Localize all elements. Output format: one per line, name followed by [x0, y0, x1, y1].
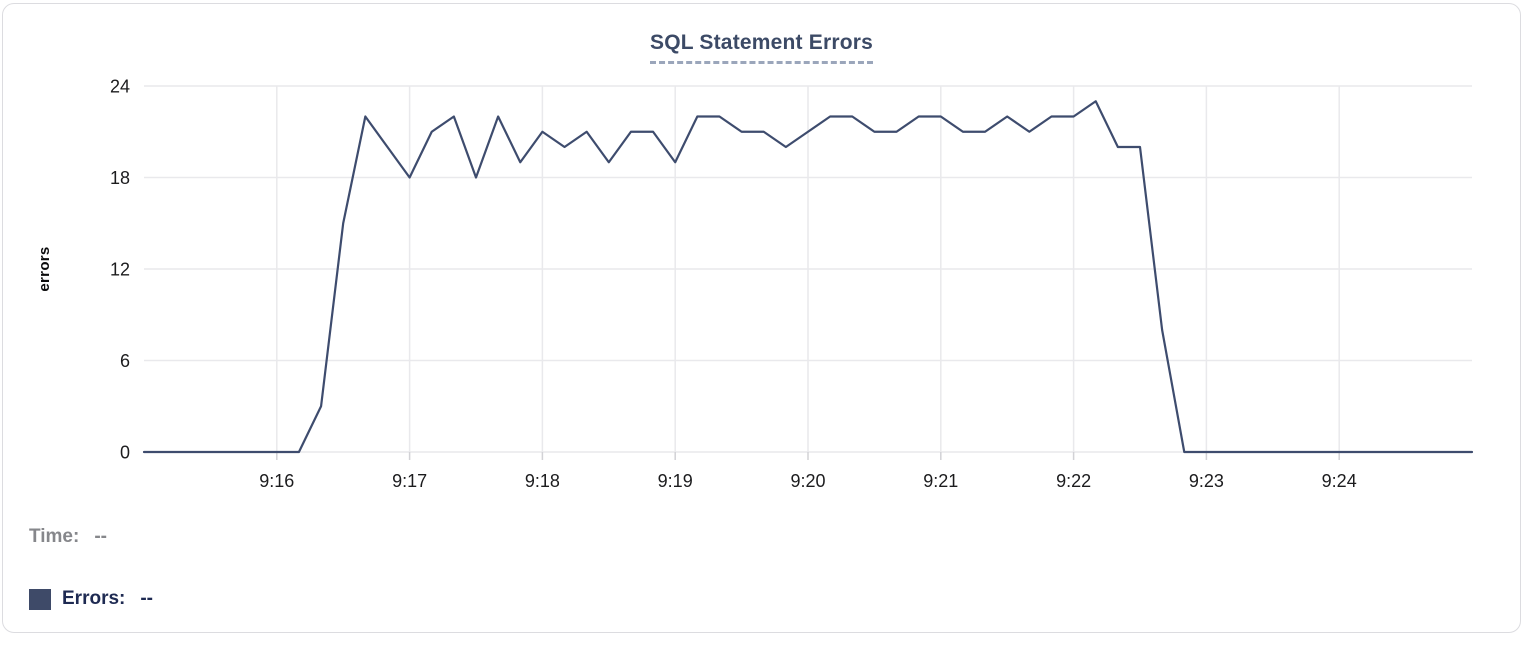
svg-text:18: 18	[110, 168, 130, 188]
chart-card: SQL Statement Errors 0 6 12 18 24 9:16 9:17 9:1…	[2, 3, 1521, 633]
chart-header: SQL Statement Errors	[3, 31, 1520, 64]
errors-series-swatch	[29, 588, 51, 610]
svg-text:errors: errors	[36, 246, 53, 291]
svg-text:6: 6	[120, 351, 130, 371]
tooltip-readout: Time: -- Errors: --	[29, 526, 153, 650]
svg-text:9:17: 9:17	[392, 471, 427, 491]
svg-text:9:23: 9:23	[1189, 471, 1224, 491]
svg-text:12: 12	[110, 260, 130, 280]
svg-text:0: 0	[120, 443, 130, 463]
tooltip-errors-row: Errors: --	[29, 588, 153, 610]
chart-title[interactable]: SQL Statement Errors	[649, 31, 873, 64]
tooltip-time-label: Time:	[29, 526, 80, 547]
svg-text:9:20: 9:20	[790, 471, 825, 491]
tooltip-errors-label: Errors:	[62, 588, 126, 609]
svg-text:9:19: 9:19	[658, 471, 693, 491]
svg-text:9:16: 9:16	[259, 471, 294, 491]
tooltip-time-row: Time: --	[29, 526, 153, 548]
tooltip-time-value: --	[94, 526, 107, 547]
svg-text:9:18: 9:18	[525, 471, 560, 491]
errors-line-chart[interactable]: 0 6 12 18 24 9:16 9:17 9:18 9:19 9:20 9:21 9:22 9:23…	[3, 4, 1525, 509]
svg-text:9:22: 9:22	[1056, 471, 1091, 491]
tooltip-errors-value: --	[140, 588, 154, 609]
svg-text:24: 24	[110, 77, 130, 97]
svg-text:9:24: 9:24	[1322, 471, 1357, 491]
svg-text:9:21: 9:21	[923, 471, 958, 491]
